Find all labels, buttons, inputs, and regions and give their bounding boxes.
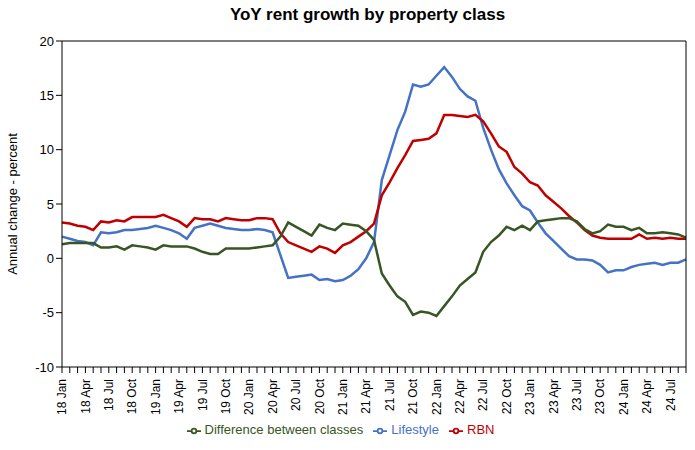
svg-text:20 Jul: 20 Jul bbox=[289, 379, 303, 411]
svg-text:24 Jan: 24 Jan bbox=[617, 379, 631, 415]
svg-text:20: 20 bbox=[40, 34, 54, 49]
svg-text:19 Jul: 19 Jul bbox=[196, 379, 210, 411]
svg-text:Annual change - percent: Annual change - percent bbox=[8, 133, 20, 275]
svg-text:23 Oct: 23 Oct bbox=[593, 378, 607, 414]
svg-text:-5: -5 bbox=[42, 305, 54, 320]
svg-text:20 Apr: 20 Apr bbox=[266, 379, 280, 414]
svg-text:24 Jul: 24 Jul bbox=[664, 379, 678, 411]
svg-text:20 Oct: 20 Oct bbox=[313, 378, 327, 414]
svg-text:18 Jul: 18 Jul bbox=[102, 379, 116, 411]
svg-text:21 Jan: 21 Jan bbox=[336, 379, 350, 415]
svg-text:18 Jan: 18 Jan bbox=[55, 379, 69, 415]
svg-text:10: 10 bbox=[40, 142, 54, 157]
html-text:YoY rent growth by property cl: YoY rent growth by property class bbox=[229, 5, 506, 24]
svg-text:19 Jan: 19 Jan bbox=[149, 379, 163, 415]
svg-text:5: 5 bbox=[47, 197, 54, 212]
svg-text:18 Apr: 18 Apr bbox=[79, 379, 93, 414]
svg-text:21 Jul: 21 Jul bbox=[383, 379, 397, 411]
svg-text:22 Oct: 22 Oct bbox=[500, 378, 514, 414]
html-text:Difference between classes: Difference between classes bbox=[204, 422, 364, 437]
html-text:RBN: RBN bbox=[467, 422, 495, 437]
svg-text:-10: -10 bbox=[35, 360, 54, 375]
html-text:Lifestyle: Lifestyle bbox=[391, 422, 439, 437]
svg-text:21 Apr: 21 Apr bbox=[359, 379, 373, 414]
svg-text:23 Jan: 23 Jan bbox=[523, 379, 537, 415]
svg-text:19 Oct: 19 Oct bbox=[219, 378, 233, 414]
svg-text:22 Jul: 22 Jul bbox=[476, 379, 490, 411]
svg-text:19 Apr: 19 Apr bbox=[172, 379, 186, 414]
svg-text:0: 0 bbox=[47, 251, 54, 266]
svg-text:15: 15 bbox=[40, 88, 54, 103]
svg-text:22 Jan: 22 Jan bbox=[430, 379, 444, 415]
svg-text:21 Oct: 21 Oct bbox=[406, 378, 420, 414]
svg-text:23 Jul: 23 Jul bbox=[570, 379, 584, 411]
svg-text:20 Jan: 20 Jan bbox=[242, 379, 256, 415]
svg-text:22 Apr: 22 Apr bbox=[453, 379, 467, 414]
svg-text:24 Apr: 24 Apr bbox=[640, 379, 654, 414]
svg-text:18 Oct: 18 Oct bbox=[125, 378, 139, 414]
svg-text:23 Apr: 23 Apr bbox=[547, 379, 561, 414]
